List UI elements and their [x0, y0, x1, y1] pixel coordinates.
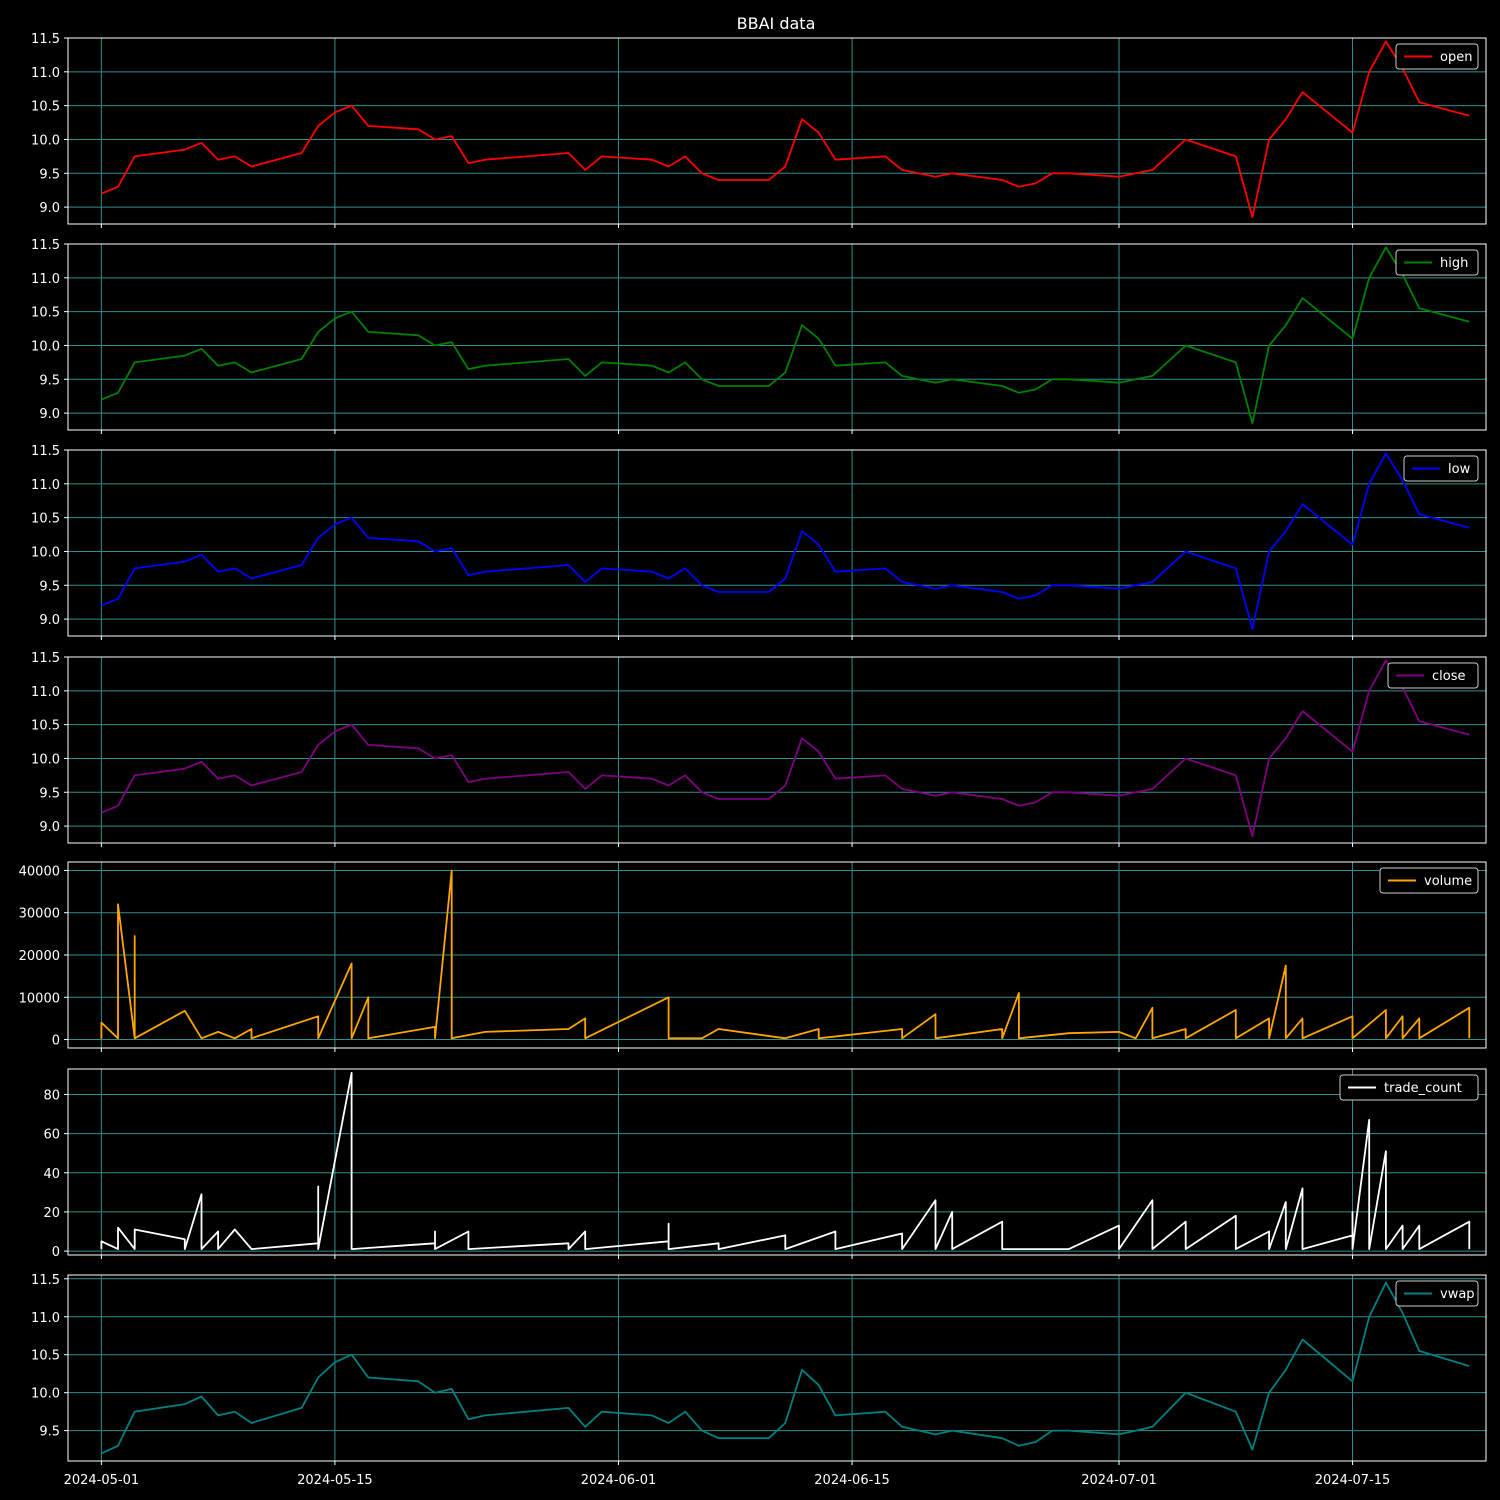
y-tick-label: 10.5 [31, 719, 60, 734]
panel-frame [67, 449, 1487, 637]
y-tick-label: 20000 [19, 949, 60, 964]
panel-vwap: 9.5 10.0 10.5 11.0 11.5 vwap [31, 1273, 1487, 1465]
y-tick-label: 10.5 [31, 306, 60, 321]
y-tick-label: 11.5 [31, 444, 60, 459]
y-tick-label: 10.0 [31, 339, 60, 354]
panel-background [68, 244, 1486, 430]
legend-box [1379, 867, 1479, 894]
legend-label: trade_count [1384, 1081, 1462, 1096]
y-tick-label: 10.5 [31, 1349, 60, 1364]
series-line-volume [100, 869, 1471, 1040]
x-tick-label: 2024-06-01 [581, 1473, 657, 1488]
y-tick-label: 9.5 [39, 786, 60, 801]
panel-close: 9.0 9.5 10.0 10.5 11.0 11.5 close [31, 651, 1487, 847]
panel-frame [67, 861, 1487, 1049]
y-tick-label: 30000 [19, 907, 60, 922]
series-line-trade_count [100, 1072, 1471, 1250]
y-tick-label: 20 [43, 1206, 60, 1221]
y-tick-label: 10.5 [31, 512, 60, 527]
y-tick-label: 11.0 [31, 685, 60, 700]
series-line-high [101, 246, 1470, 425]
legend-box [1395, 43, 1479, 70]
legend-high: high [1395, 249, 1479, 276]
y-tick-label: 10000 [19, 991, 60, 1006]
y-tick-label: 11.0 [31, 478, 60, 493]
legend-box [1395, 249, 1479, 276]
panel-background [68, 1069, 1486, 1255]
y-tick-label: 9.0 [39, 407, 60, 422]
y-tick-label: 11.5 [31, 651, 60, 666]
x-tick-label: 2024-07-01 [1081, 1473, 1157, 1488]
y-tick-label: 9.0 [39, 201, 60, 216]
panel-background [68, 450, 1486, 636]
y-tick-label: 11.5 [31, 238, 60, 253]
y-tick-label: 11.5 [31, 1273, 60, 1288]
legend-open: open [1395, 43, 1479, 70]
y-tick-label: 11.0 [31, 66, 60, 81]
panel-background [68, 657, 1486, 843]
y-tick-label: 10.5 [31, 100, 60, 115]
legend-box [1339, 1074, 1479, 1101]
y-tick-label: 0 [52, 1245, 60, 1260]
y-tick-label: 40 [43, 1167, 60, 1182]
y-tick-label: 11.5 [31, 32, 60, 47]
chart-title: BBAI data [737, 14, 816, 33]
y-tick-label: 10.0 [31, 133, 60, 148]
y-tick-label: 11.0 [31, 1311, 60, 1326]
series-line-open [101, 40, 1470, 219]
legend-label: high [1440, 256, 1468, 271]
y-tick-label: 60 [43, 1128, 60, 1143]
x-axis: 2024-05-01 2024-05-15 2024-06-01 2024-06-15… [64, 1473, 1391, 1488]
x-tick-label: 2024-05-15 [297, 1473, 373, 1488]
y-tick-label: 9.5 [39, 167, 60, 182]
panel-volume: 0 10000 20000 30000 40000 volume [19, 861, 1487, 1052]
x-tick-label: 2024-06-15 [814, 1473, 890, 1488]
legend-close: close [1387, 662, 1479, 689]
panel-open: 9.0 9.5 10.0 10.5 11.0 11.5 open [31, 32, 1487, 228]
legend-label: close [1432, 669, 1465, 684]
series-line-low [101, 452, 1470, 631]
series-line-vwap [101, 1281, 1470, 1455]
x-tick-label: 2024-07-15 [1315, 1473, 1391, 1488]
y-tick-label: 9.5 [39, 1425, 60, 1440]
panel-frame [67, 243, 1487, 431]
legend-label: low [1448, 462, 1471, 477]
y-tick-label: 9.0 [39, 820, 60, 835]
y-tick-label: 0 [52, 1034, 60, 1049]
panel-low: 9.0 9.5 10.0 10.5 11.0 11.5 low [31, 444, 1487, 640]
panel-frame [67, 37, 1487, 225]
legend-label: vwap [1440, 1287, 1475, 1302]
y-tick-label: 40000 [19, 864, 60, 879]
legend-label: volume [1424, 874, 1472, 889]
panel-frame [67, 1274, 1487, 1462]
panel-background [68, 38, 1486, 224]
y-tick-label: 10.0 [31, 545, 60, 560]
legend-box [1395, 1280, 1479, 1307]
x-tick-label: 2024-05-01 [64, 1473, 140, 1488]
legend-low: low [1403, 455, 1479, 482]
panel-high: 9.0 9.5 10.0 10.5 11.0 11.5 high [31, 238, 1487, 434]
panel-frame [67, 1068, 1487, 1256]
panel-background [68, 1275, 1486, 1461]
series-line-close [101, 659, 1470, 838]
panels-group: 9.0 9.5 10.0 10.5 11.0 11.5 open 9.0 9.5 10.0 10.5… [19, 32, 1487, 1465]
legend-trade_count: trade_count [1339, 1074, 1479, 1101]
legend-volume: volume [1379, 867, 1479, 894]
y-tick-label: 10.0 [31, 752, 60, 767]
y-tick-label: 10.0 [31, 1387, 60, 1402]
legend-box [1403, 455, 1479, 482]
legend-label: open [1440, 50, 1472, 65]
legend-box [1387, 662, 1479, 689]
y-tick-label: 11.0 [31, 272, 60, 287]
y-tick-label: 9.0 [39, 613, 60, 628]
y-tick-label: 9.5 [39, 579, 60, 594]
legend-vwap: vwap [1395, 1280, 1479, 1307]
y-tick-label: 80 [43, 1088, 60, 1103]
panel-trade_count: 0 20 40 60 80 trade_count [43, 1068, 1487, 1260]
panel-frame [67, 656, 1487, 844]
y-tick-label: 9.5 [39, 373, 60, 388]
